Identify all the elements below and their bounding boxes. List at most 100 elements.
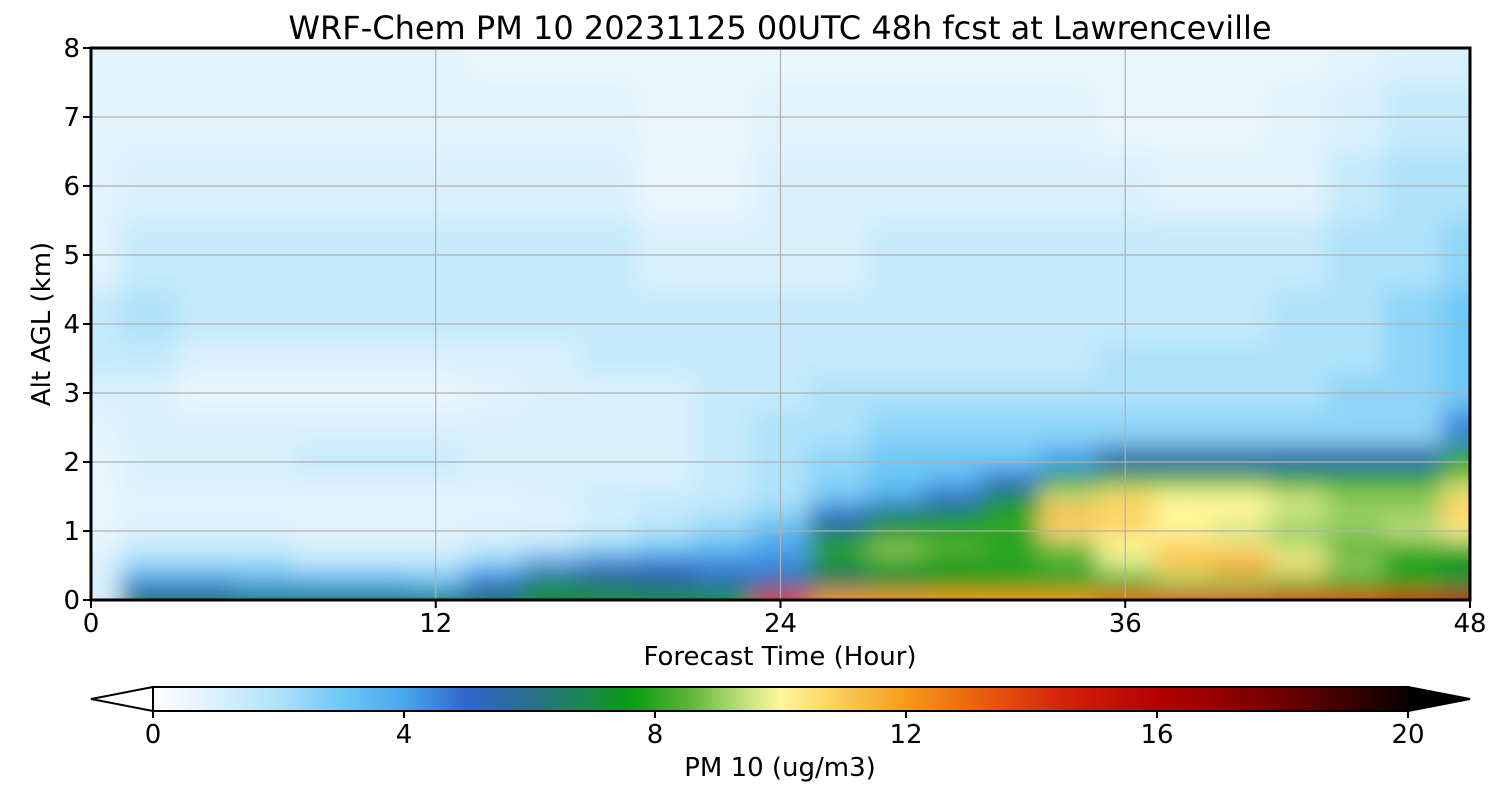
heatmap-cell bbox=[177, 505, 236, 523]
heatmap-cell bbox=[292, 487, 351, 506]
heatmap-cell bbox=[177, 487, 236, 506]
heatmap-cell bbox=[91, 505, 121, 523]
heatmap-cell bbox=[91, 410, 121, 446]
heatmap-cell bbox=[809, 574, 868, 592]
heatmap-cell bbox=[1039, 48, 1098, 84]
heatmap-cell bbox=[1039, 539, 1098, 558]
heatmap-cell bbox=[636, 505, 695, 523]
heatmap-cell bbox=[579, 505, 638, 523]
heatmap-cell bbox=[579, 470, 638, 489]
heatmap-cell bbox=[521, 289, 580, 342]
colorbar-label: PM 10 (ug/m3) bbox=[684, 753, 876, 783]
heatmap-cell bbox=[1268, 539, 1327, 558]
heatmap-cell bbox=[809, 505, 868, 523]
heatmap-cell bbox=[1211, 487, 1270, 506]
colorbar-tick-label: 8 bbox=[647, 720, 664, 750]
heatmap-cell bbox=[521, 556, 580, 575]
heatmap-cell bbox=[292, 505, 351, 523]
heatmap-cell bbox=[636, 591, 695, 600]
heatmap-cell bbox=[464, 574, 523, 592]
heatmap-cell bbox=[91, 556, 121, 575]
heatmap-cell bbox=[349, 410, 408, 446]
heatmap-cell bbox=[866, 444, 925, 472]
heatmap-cell bbox=[1268, 574, 1327, 592]
heatmap-cell bbox=[1268, 556, 1327, 575]
heatmap-cell bbox=[1154, 470, 1213, 489]
heatmap-cell bbox=[464, 444, 523, 472]
heatmap-cell bbox=[1326, 48, 1385, 84]
heatmap-cell bbox=[694, 289, 753, 342]
heatmap-cell bbox=[1154, 556, 1213, 575]
heatmap-cell bbox=[119, 539, 178, 558]
heatmap-cell bbox=[1383, 470, 1442, 489]
heatmap-cell bbox=[579, 487, 638, 506]
heatmap-cell bbox=[91, 289, 121, 342]
heatmap-cell bbox=[464, 341, 523, 377]
heatmap-cell bbox=[866, 556, 925, 575]
heatmap-cell bbox=[1154, 289, 1213, 342]
heatmap-cell bbox=[1039, 574, 1098, 592]
heatmap-cell bbox=[694, 444, 753, 472]
heatmap-cell bbox=[1441, 556, 1470, 575]
heatmap-cell bbox=[1211, 341, 1270, 377]
heatmap-cell bbox=[1441, 48, 1470, 84]
heatmap-cell bbox=[866, 341, 925, 377]
y-tick-label: 0 bbox=[63, 586, 80, 616]
heatmap-cell bbox=[1039, 487, 1098, 506]
heatmap-cell bbox=[981, 505, 1040, 523]
heatmap-cell bbox=[636, 410, 695, 446]
heatmap-cell bbox=[924, 410, 983, 446]
heatmap-cell bbox=[1441, 487, 1470, 506]
heatmap-cell bbox=[349, 505, 408, 523]
heatmap-cell bbox=[1211, 591, 1270, 600]
heatmap-cell bbox=[636, 444, 695, 472]
heatmap-cell bbox=[1441, 444, 1470, 472]
heatmap-cell bbox=[1211, 289, 1270, 342]
heatmap-cell bbox=[1039, 444, 1098, 472]
heatmap-cell bbox=[1383, 341, 1442, 377]
heatmap-cell bbox=[1441, 574, 1470, 592]
heatmap-cell bbox=[177, 341, 236, 377]
heatmap-cell bbox=[1441, 505, 1470, 523]
heatmap-cell bbox=[1268, 591, 1327, 600]
heatmap-cell bbox=[177, 556, 236, 575]
heatmap-cell bbox=[464, 487, 523, 506]
heatmap-cell bbox=[1154, 591, 1213, 600]
heatmap-cell bbox=[981, 591, 1040, 600]
heatmap-cell bbox=[866, 505, 925, 523]
heatmap-cell bbox=[234, 341, 293, 377]
heatmap-cell bbox=[119, 341, 178, 377]
heatmap-cell bbox=[579, 48, 638, 84]
heatmap-cell bbox=[1211, 470, 1270, 489]
heatmap-cell bbox=[234, 574, 293, 592]
heatmap-cell bbox=[292, 444, 351, 472]
y-tick-label: 7 bbox=[63, 103, 80, 133]
heatmap-cell bbox=[1154, 574, 1213, 592]
heatmap-cell bbox=[234, 539, 293, 558]
colorbar: 0 4 8 12 16 20 PM 10 (ug/m3) bbox=[90, 685, 1471, 783]
heatmap-cell bbox=[981, 574, 1040, 592]
heatmap-cell bbox=[579, 289, 638, 342]
heatmap-cell bbox=[1039, 410, 1098, 446]
heatmap-cell bbox=[349, 444, 408, 472]
heatmap-cell bbox=[177, 470, 236, 489]
heatmap-cell bbox=[119, 556, 178, 575]
heatmap-cell bbox=[464, 410, 523, 446]
heatmap-cell bbox=[349, 289, 408, 342]
heatmap-cell bbox=[866, 591, 925, 600]
heatmap-cell bbox=[636, 341, 695, 377]
heatmap-cell bbox=[292, 289, 351, 342]
heatmap-cell bbox=[1383, 574, 1442, 592]
heatmap-cell bbox=[694, 591, 753, 600]
heatmap-field bbox=[91, 48, 1470, 600]
heatmap-cell bbox=[119, 591, 178, 600]
heatmap-cell bbox=[1211, 48, 1270, 84]
heatmap-cell bbox=[809, 470, 868, 489]
colorbar-tick-label: 12 bbox=[889, 720, 922, 750]
heatmap-cell bbox=[1383, 591, 1442, 600]
heatmap-cell bbox=[119, 410, 178, 446]
heatmap-cell bbox=[349, 487, 408, 506]
heatmap-cell bbox=[521, 48, 580, 84]
heatmap-cell bbox=[1154, 487, 1213, 506]
